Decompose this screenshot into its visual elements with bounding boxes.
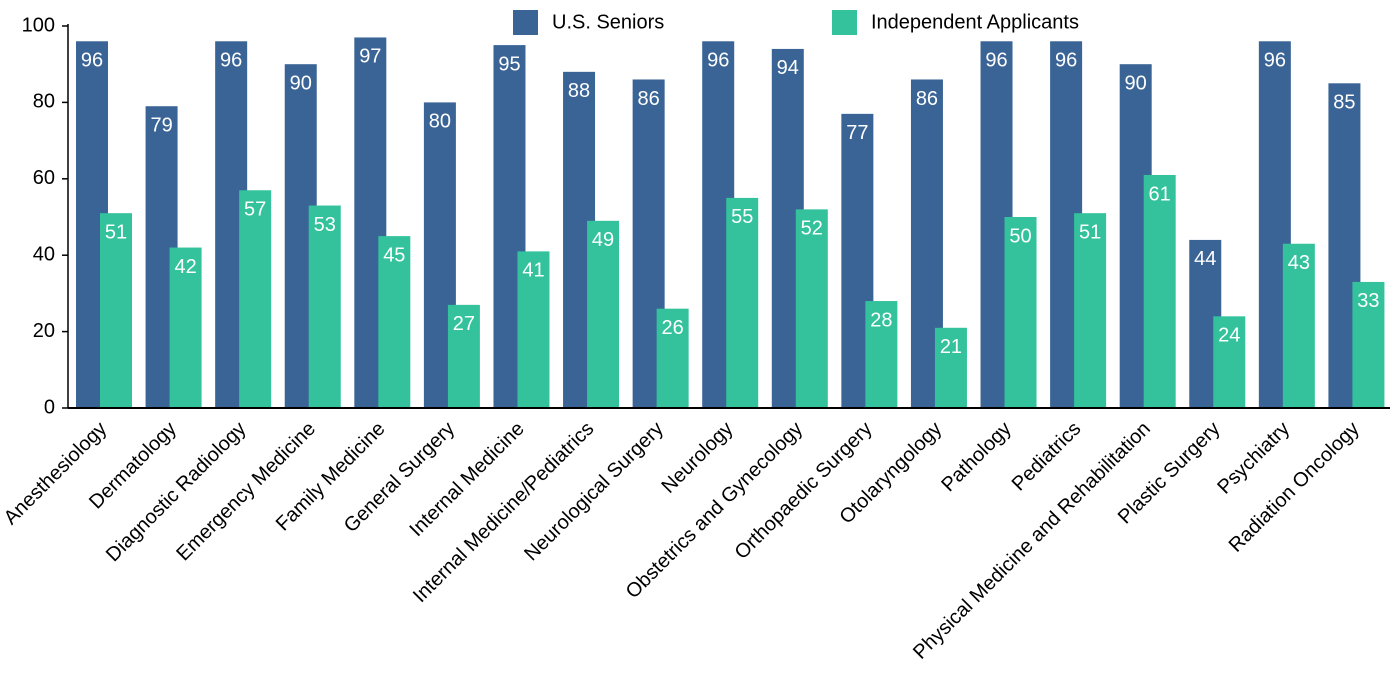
value-label: 85 bbox=[1333, 92, 1355, 114]
value-label: 96 bbox=[81, 50, 103, 72]
x-tick-label: Anesthesiology bbox=[0, 418, 111, 529]
value-label: 96 bbox=[707, 50, 729, 72]
x-tick-label: Pathology bbox=[937, 418, 1015, 496]
value-label: 26 bbox=[662, 317, 684, 339]
value-label: 90 bbox=[1125, 72, 1147, 94]
value-label: 45 bbox=[383, 244, 405, 266]
bar bbox=[656, 308, 689, 408]
value-label: 28 bbox=[870, 309, 892, 331]
value-label: 97 bbox=[359, 46, 381, 68]
bar bbox=[1282, 243, 1315, 408]
bar bbox=[1004, 217, 1037, 408]
value-label: 50 bbox=[1009, 225, 1031, 247]
value-label: 90 bbox=[290, 72, 312, 94]
x-tick-label: Orthopaedic Surgery bbox=[731, 418, 877, 564]
value-label: 88 bbox=[568, 80, 590, 102]
bar bbox=[517, 251, 550, 408]
bar bbox=[1352, 281, 1385, 408]
y-tick-label: 20 bbox=[33, 320, 55, 342]
value-label: 49 bbox=[592, 229, 614, 251]
y-tick-label: 80 bbox=[33, 91, 55, 113]
x-tick-label: Diagnostic Radiology bbox=[102, 418, 250, 566]
value-label: 55 bbox=[731, 206, 753, 228]
legend-label: Independent Applicants bbox=[871, 11, 1079, 33]
bar bbox=[308, 205, 341, 408]
value-label: 96 bbox=[985, 50, 1007, 72]
value-label: 21 bbox=[940, 336, 962, 358]
value-label: 96 bbox=[1264, 50, 1286, 72]
value-label: 52 bbox=[801, 218, 823, 240]
value-label: 41 bbox=[522, 260, 544, 282]
y-tick-label: 40 bbox=[33, 243, 55, 265]
value-label: 86 bbox=[638, 88, 660, 110]
bar bbox=[587, 220, 620, 408]
value-label: 95 bbox=[498, 53, 520, 75]
bar bbox=[1074, 213, 1107, 408]
bar bbox=[934, 327, 967, 408]
value-label: 57 bbox=[244, 199, 266, 221]
bar bbox=[795, 209, 828, 408]
value-label: 27 bbox=[453, 313, 475, 335]
y-tick-label: 100 bbox=[22, 14, 55, 36]
value-label: 33 bbox=[1357, 290, 1379, 312]
x-tick-label: Neurological Surgery bbox=[520, 418, 668, 566]
bar bbox=[378, 236, 411, 408]
x-tick-label: Emergency Medicine bbox=[172, 418, 320, 566]
bar bbox=[100, 213, 132, 408]
value-label: 80 bbox=[429, 111, 451, 133]
value-label: 43 bbox=[1288, 252, 1310, 274]
legend-swatch bbox=[513, 10, 538, 35]
bar bbox=[169, 247, 202, 408]
bar bbox=[447, 304, 480, 408]
value-label: 53 bbox=[314, 214, 336, 236]
value-label: 96 bbox=[1055, 50, 1077, 72]
value-label: 51 bbox=[1079, 221, 1101, 243]
bar bbox=[239, 190, 272, 408]
value-label: 51 bbox=[105, 221, 127, 243]
value-label: 94 bbox=[777, 57, 799, 79]
bar bbox=[1213, 316, 1246, 408]
value-label: 24 bbox=[1218, 325, 1240, 347]
bar bbox=[1143, 174, 1176, 408]
value-label: 77 bbox=[846, 122, 868, 144]
y-tick-label: 60 bbox=[33, 167, 55, 189]
legend-swatch bbox=[832, 10, 857, 35]
value-label: 96 bbox=[220, 50, 242, 72]
value-label: 44 bbox=[1194, 248, 1216, 270]
y-tick-label: 0 bbox=[44, 396, 55, 418]
x-tick-label: Radiation Oncology bbox=[1225, 418, 1364, 557]
value-label: 86 bbox=[916, 88, 938, 110]
legend-label: U.S. Seniors bbox=[552, 11, 664, 33]
value-label: 61 bbox=[1149, 183, 1171, 205]
value-label: 79 bbox=[150, 115, 172, 137]
bar bbox=[865, 301, 898, 408]
value-label: 42 bbox=[174, 256, 196, 278]
bar bbox=[726, 197, 759, 408]
